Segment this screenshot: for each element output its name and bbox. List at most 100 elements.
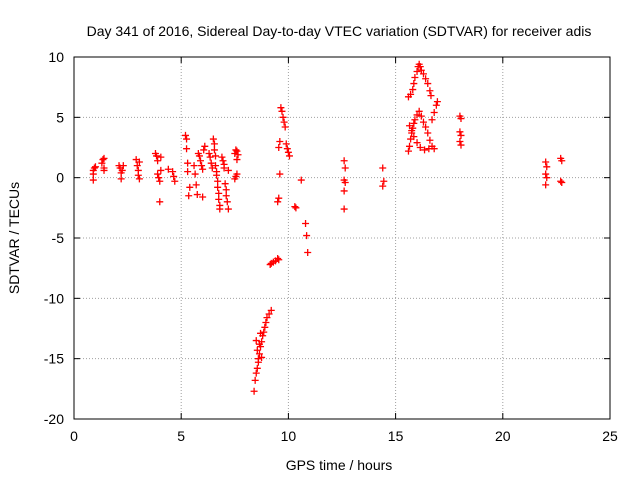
data-point xyxy=(233,170,241,178)
data-point xyxy=(413,139,421,147)
data-point xyxy=(99,156,107,164)
data-point xyxy=(253,364,261,372)
data-point xyxy=(277,104,285,112)
data-point xyxy=(424,80,432,88)
data-point xyxy=(215,195,223,203)
data-point xyxy=(153,152,161,160)
grid-lines xyxy=(74,57,610,419)
data-point xyxy=(302,220,310,228)
data-point xyxy=(223,198,231,206)
x-tick-label: 5 xyxy=(177,428,185,444)
data-point xyxy=(304,248,312,256)
data-point xyxy=(222,192,230,200)
data-point xyxy=(407,90,415,98)
data-point xyxy=(213,171,221,179)
data-point xyxy=(422,75,430,83)
data-point xyxy=(279,113,287,121)
data-point xyxy=(380,177,388,185)
data-point xyxy=(542,158,550,166)
y-tick-label: -10 xyxy=(44,290,64,306)
y-tick-label: -20 xyxy=(44,411,64,427)
data-point xyxy=(340,187,348,195)
data-point xyxy=(379,164,387,172)
data-point xyxy=(183,145,191,153)
data-point xyxy=(275,194,283,202)
data-point xyxy=(265,310,273,318)
data-point xyxy=(220,164,228,172)
data-point xyxy=(426,87,434,95)
data-point xyxy=(219,157,227,165)
data-point xyxy=(233,156,241,164)
data-point xyxy=(278,107,286,115)
data-point xyxy=(258,353,266,361)
data-point xyxy=(417,66,425,74)
data-point xyxy=(457,141,465,149)
data-point xyxy=(210,146,218,154)
data-point xyxy=(205,150,213,158)
data-point xyxy=(185,192,193,200)
data-point xyxy=(91,163,99,171)
data-point xyxy=(457,115,465,123)
data-point xyxy=(284,148,292,156)
data-point xyxy=(156,177,164,185)
data-point xyxy=(417,112,425,120)
data-point xyxy=(411,74,419,82)
data-point xyxy=(224,166,232,174)
data-point xyxy=(135,158,143,166)
data-point xyxy=(200,146,208,154)
data-point xyxy=(433,98,441,106)
tick-labels: 0 5 10 15 20 25 -20 -15 -10 -5 0 5 10 xyxy=(44,49,618,444)
data-points xyxy=(89,60,566,395)
y-tick-label: 10 xyxy=(48,49,64,65)
data-point xyxy=(421,146,429,154)
data-point xyxy=(424,129,432,137)
data-point xyxy=(134,171,142,179)
data-point xyxy=(340,205,348,213)
data-point xyxy=(212,152,220,160)
data-point xyxy=(184,168,192,176)
data-point xyxy=(252,337,260,345)
data-point xyxy=(206,153,214,161)
data-point xyxy=(542,181,550,189)
data-point xyxy=(184,159,192,167)
data-point xyxy=(154,170,162,178)
data-point xyxy=(416,144,424,151)
data-point xyxy=(254,355,262,363)
data-point xyxy=(411,116,419,124)
data-point xyxy=(164,165,172,173)
data-point xyxy=(426,136,434,144)
data-point xyxy=(457,131,465,139)
data-point xyxy=(218,153,226,161)
data-point xyxy=(196,157,204,165)
data-point xyxy=(297,176,305,184)
data-point xyxy=(341,178,349,186)
data-point xyxy=(255,350,263,358)
data-point xyxy=(183,135,191,143)
data-point xyxy=(283,145,291,153)
data-point xyxy=(456,137,464,145)
y-tick-label: 5 xyxy=(56,109,64,125)
data-point xyxy=(542,170,550,178)
data-point xyxy=(100,166,108,174)
data-point xyxy=(406,142,414,150)
data-point xyxy=(232,146,240,154)
data-point xyxy=(282,140,290,148)
data-point xyxy=(169,168,177,176)
data-point xyxy=(267,306,275,314)
data-point xyxy=(215,189,223,197)
data-point xyxy=(199,193,207,201)
data-point xyxy=(274,255,282,263)
data-point xyxy=(201,142,209,150)
data-point xyxy=(285,152,293,160)
data-point xyxy=(413,111,421,119)
data-point xyxy=(199,165,207,173)
data-point xyxy=(157,153,165,161)
data-point xyxy=(280,118,288,126)
data-point xyxy=(117,175,125,183)
data-point xyxy=(404,147,412,155)
y-axis-label: SDTVAR / TECUs xyxy=(6,182,22,294)
plot-border xyxy=(73,56,611,420)
data-point xyxy=(252,369,260,377)
data-point xyxy=(257,329,265,337)
data-point xyxy=(427,92,435,100)
